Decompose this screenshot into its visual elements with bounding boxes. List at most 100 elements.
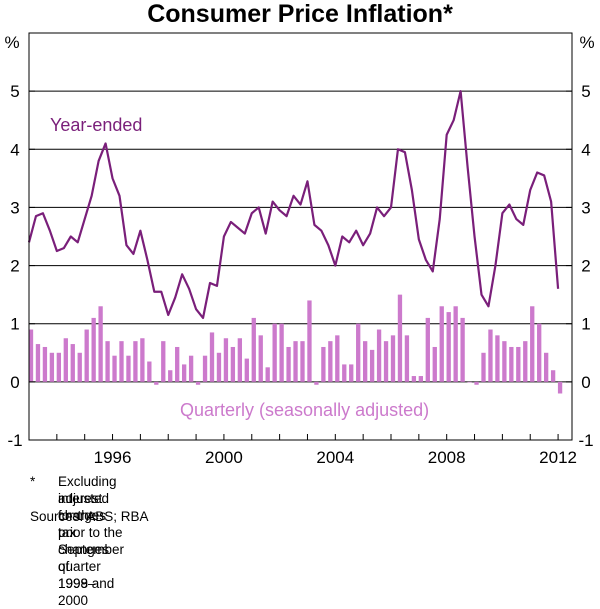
quarterly-bars xyxy=(28,294,563,394)
footnote-marker: * xyxy=(30,474,36,489)
ytick-right-label: 3 xyxy=(581,198,590,217)
quarterly-bar xyxy=(35,344,41,382)
quarterly-bar xyxy=(467,381,472,383)
quarterly-bar xyxy=(453,306,458,382)
quarterly-bar xyxy=(557,381,563,394)
quarterly-bar xyxy=(223,338,229,382)
quarterly-bar xyxy=(251,317,256,382)
quarterly-bar xyxy=(502,341,507,382)
quarterly-bar xyxy=(112,355,117,382)
quarterly-bar xyxy=(328,341,333,382)
quarterly-bar xyxy=(91,317,96,382)
quarterly-bar xyxy=(265,367,270,382)
quarterly-bar xyxy=(70,344,75,382)
quarterly-bar xyxy=(84,329,89,382)
quarterly-bar xyxy=(460,317,465,382)
quarterly-bar xyxy=(188,355,194,382)
ytick-right-label: 2 xyxy=(581,257,590,276)
quarterly-bar xyxy=(523,341,528,382)
quarterly-bar xyxy=(237,338,243,382)
quarterly-bar xyxy=(537,323,542,382)
quarterly-bar xyxy=(258,335,263,382)
quarterly-bar xyxy=(168,370,173,382)
quarterly-bar xyxy=(418,376,424,382)
quarterly-bar xyxy=(432,346,437,382)
quarterly-bar xyxy=(181,364,187,382)
quarterly-bar xyxy=(446,312,451,382)
y-unit-right: % xyxy=(579,33,594,52)
year-ended-label: Year-ended xyxy=(50,115,142,135)
quarterly-label: Quarterly (seasonally adjusted) xyxy=(180,400,429,420)
ytick-left-label: 2 xyxy=(10,257,19,276)
ytick-left-label: -1 xyxy=(7,431,22,450)
quarterly-bar xyxy=(488,329,493,382)
quarterly-bar xyxy=(140,338,145,382)
quarterly-bar xyxy=(342,364,347,382)
quarterly-bar xyxy=(49,352,55,382)
quarterly-bar xyxy=(369,349,375,382)
quarterly-bar xyxy=(126,355,131,382)
quarterly-bar xyxy=(195,381,201,385)
quarterly-bar xyxy=(202,355,208,382)
quarterly-bar xyxy=(154,381,159,385)
quarterly-bar xyxy=(509,346,514,382)
quarterly-bar xyxy=(161,341,166,382)
quarterly-bar xyxy=(425,317,430,382)
quarterly-bar xyxy=(404,335,410,382)
quarterly-bar xyxy=(77,352,82,382)
year-ended-line xyxy=(27,90,560,319)
cpi-chart: Consumer Price Inflation* -1 0 1 2 3 4 5 -1 0 1 2… xyxy=(4,0,594,467)
quarterly-bar xyxy=(397,294,403,382)
quarterly-bar xyxy=(481,352,486,382)
quarterly-bar xyxy=(356,323,361,382)
quarterly-bar xyxy=(209,332,215,382)
xtick-label-2000: 2000 xyxy=(205,448,243,467)
xtick-label-2012: 2012 xyxy=(539,448,577,467)
quarterly-bar xyxy=(119,341,124,382)
y-axis-left: -1 0 1 2 3 4 5 xyxy=(7,82,35,450)
quarterly-bar xyxy=(293,341,298,382)
y-unit-left: % xyxy=(4,33,19,52)
quarterly-bar xyxy=(286,346,291,382)
quarterly-bar xyxy=(133,341,138,382)
quarterly-bar xyxy=(56,352,62,382)
quarterly-bar xyxy=(28,329,34,382)
quarterly-bar xyxy=(495,335,500,382)
ytick-left-label: 1 xyxy=(10,315,19,334)
ytick-right-label: 4 xyxy=(581,140,590,159)
ytick-left-label: 4 xyxy=(10,140,19,159)
ytick-left-label: 5 xyxy=(10,82,19,101)
quarterly-bar xyxy=(307,300,312,382)
ytick-right-label: 1 xyxy=(581,315,590,334)
quarterly-bar xyxy=(516,346,521,382)
quarterly-bar xyxy=(98,306,103,382)
quarterly-bar xyxy=(230,346,236,382)
ytick-left-label: 3 xyxy=(10,198,19,217)
gridlines xyxy=(29,90,572,441)
quarterly-bar xyxy=(272,323,277,382)
quarterly-bar xyxy=(439,306,444,382)
ytick-right-label: -1 xyxy=(578,431,593,450)
quarterly-bar xyxy=(390,335,396,382)
quarterly-bar xyxy=(411,376,417,382)
ytick-right-label: 0 xyxy=(581,373,590,392)
ytick-left-label: 0 xyxy=(10,373,19,392)
quarterly-bar xyxy=(42,346,48,382)
year-ended-line-group xyxy=(27,90,560,319)
ytick-right-label: 5 xyxy=(581,82,590,101)
xtick-label-2008: 2008 xyxy=(428,448,466,467)
quarterly-bar xyxy=(349,364,354,382)
quarterly-bar xyxy=(244,358,249,382)
quarterly-bar xyxy=(279,323,284,382)
xtick-label-2004: 2004 xyxy=(316,448,354,467)
quarterly-bar xyxy=(321,346,326,382)
quarterly-bar xyxy=(376,329,382,382)
quarterly-bar xyxy=(300,341,305,382)
sources: Sources: ABS; RBA xyxy=(30,509,149,524)
x-axis: 1996 2000 2004 2008 2012 xyxy=(28,434,577,467)
chart-title: Consumer Price Inflation* xyxy=(147,0,453,28)
plot-frame xyxy=(28,32,573,441)
quarterly-bar xyxy=(175,346,180,382)
quarterly-bar xyxy=(335,335,340,382)
quarterly-bar xyxy=(383,341,389,382)
